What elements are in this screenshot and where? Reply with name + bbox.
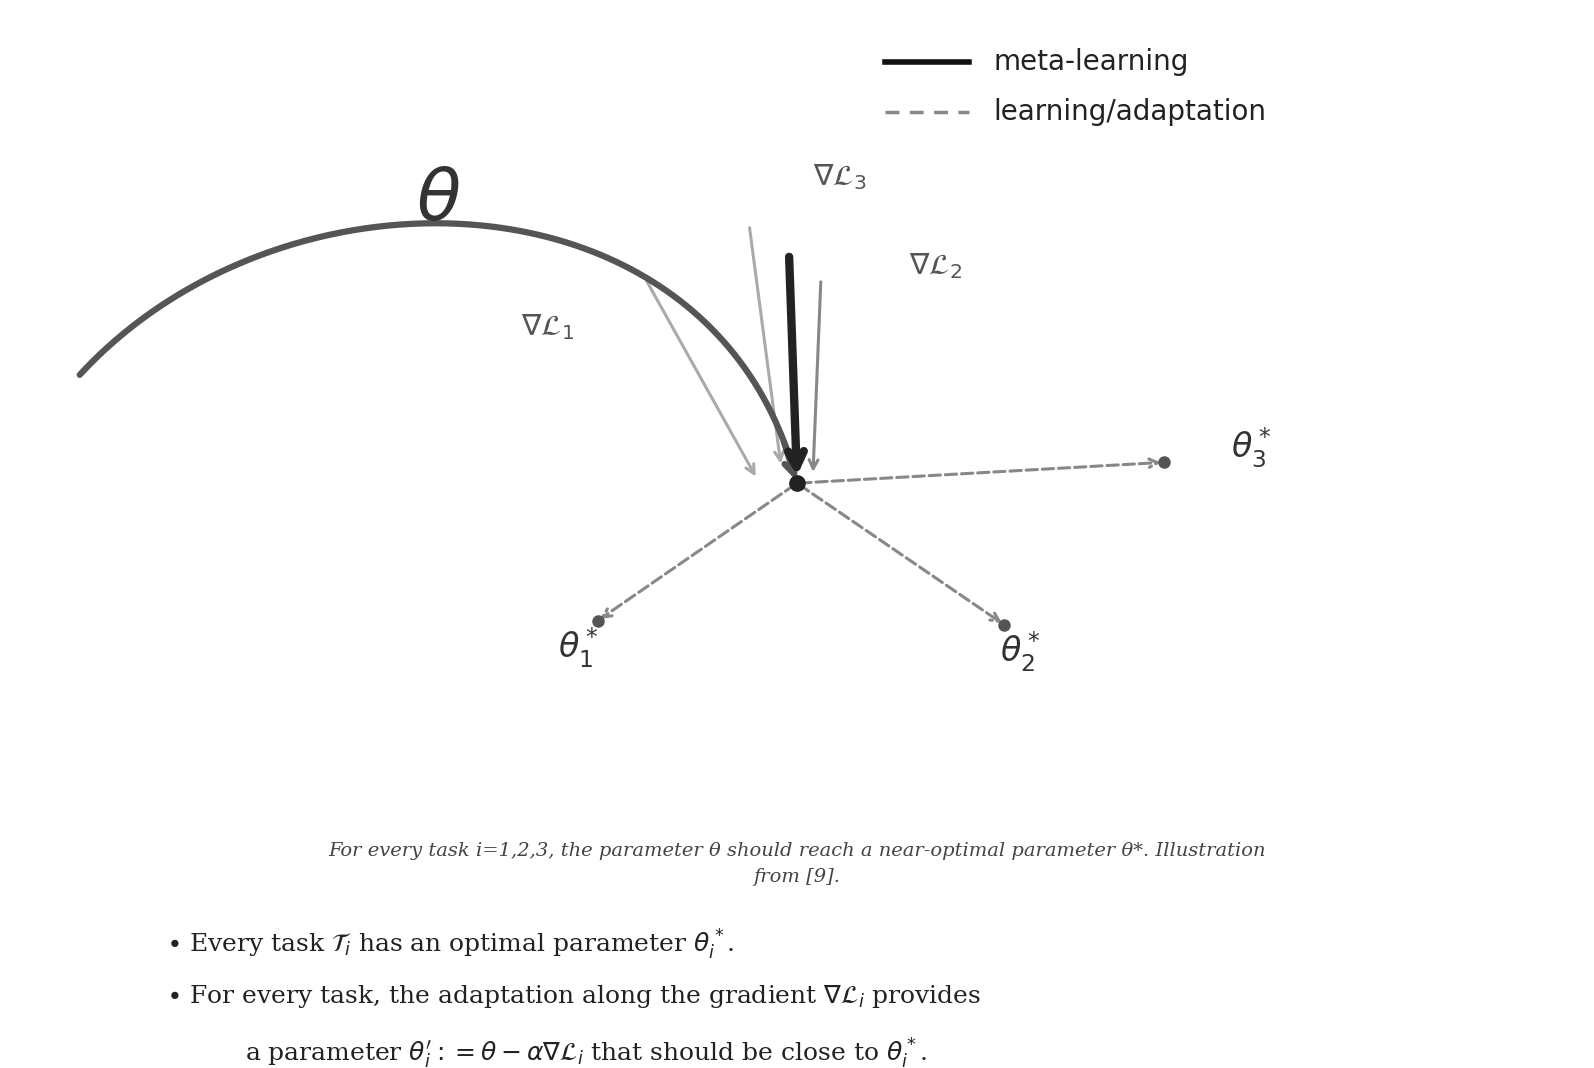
Text: learning/adaptation: learning/adaptation	[993, 98, 1266, 126]
Text: $\nabla\mathcal{L}_3$: $\nabla\mathcal{L}_3$	[813, 161, 866, 191]
Text: $\nabla\mathcal{L}_2$: $\nabla\mathcal{L}_2$	[909, 252, 961, 282]
Text: $\theta_3^*$: $\theta_3^*$	[1231, 425, 1272, 470]
Text: $\bullet$ Every task $\mathcal{T}_i$ has an optimal parameter $\theta_i^*$.: $\bullet$ Every task $\mathcal{T}_i$ has…	[166, 928, 735, 962]
Text: $\theta_1^*$: $\theta_1^*$	[558, 625, 599, 670]
Text: a parameter $\theta_i' := \theta - \alpha\nabla\mathcal{L}_i$ that should be clo: a parameter $\theta_i' := \theta - \alph…	[245, 1037, 926, 1068]
Text: meta-learning: meta-learning	[993, 48, 1189, 77]
Text: $\bullet$ For every task, the adaptation along the gradient $\nabla\mathcal{L}_i: $\bullet$ For every task, the adaptation…	[166, 983, 980, 1009]
Text: $\nabla\mathcal{L}_1$: $\nabla\mathcal{L}_1$	[521, 312, 574, 342]
Text: $\theta_2^*$: $\theta_2^*$	[999, 629, 1041, 674]
Text: For every task i=1,2,3, the parameter θ should reach a near-optimal parameter θ*: For every task i=1,2,3, the parameter θ …	[328, 842, 1266, 886]
Text: $\theta$: $\theta$	[416, 164, 461, 235]
